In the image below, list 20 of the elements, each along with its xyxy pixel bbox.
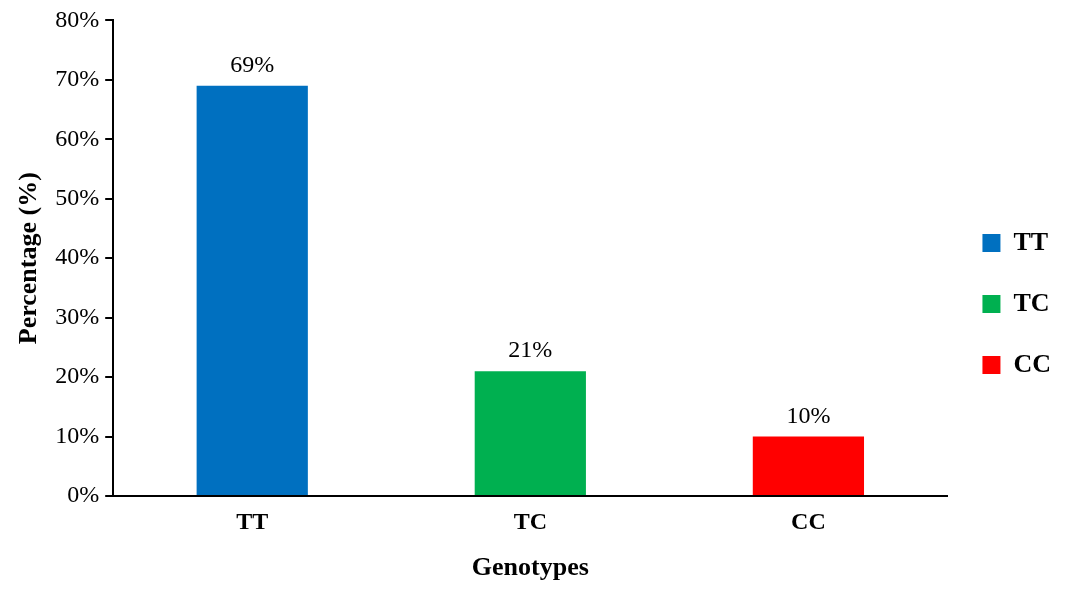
legend-label: TC [1013,287,1050,317]
y-tick-label: 30% [55,302,100,329]
data-label: 69% [230,51,275,78]
y-tick-label: 0% [67,481,100,508]
data-label: 10% [786,401,831,428]
legend-label: TT [1013,226,1049,256]
y-tick-label: 60% [55,124,100,151]
y-axis-title: Percentage (%) [13,172,43,345]
y-tick-label: 50% [55,184,100,211]
y-tick-label: 40% [55,243,100,270]
data-label: 21% [508,336,553,363]
y-tick-label: 10% [55,421,100,448]
x-tick-label: TC [513,507,547,534]
x-tick-label: CC [791,507,826,534]
x-axis-title: Genotypes [471,552,589,582]
x-tick-label: TT [236,507,269,534]
y-tick-label: 20% [55,362,100,389]
legend-label: CC [1013,348,1052,378]
y-tick-label: 80% [55,5,100,32]
y-tick-label: 70% [55,65,100,92]
